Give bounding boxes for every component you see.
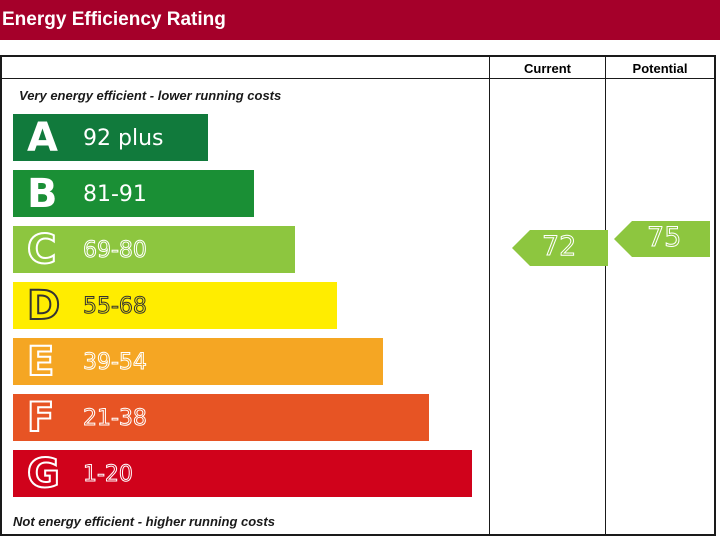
band-letter: G (26, 451, 61, 497)
band-range: 21-38 (83, 406, 148, 431)
band-range: 39-54 (83, 350, 148, 375)
band-letter: C (26, 227, 57, 273)
current-rating-value: 72 (541, 231, 577, 262)
band-f: F 21-38 (13, 394, 429, 441)
potential-column-divider (605, 57, 606, 534)
band-a: A 92 plus (13, 114, 208, 161)
band-letter: F (26, 395, 55, 441)
bottom-note: Not energy efficient - higher running co… (13, 514, 275, 529)
current-rating-arrow (512, 230, 608, 266)
current-column-divider (489, 57, 490, 534)
band-range: 55-68 (83, 294, 148, 319)
band-e: E 39-54 (13, 338, 383, 385)
band-range: 81-91 (83, 182, 147, 207)
band-d: D 55-68 (13, 282, 337, 329)
header-divider (2, 78, 714, 79)
potential-column-header: Potential (632, 61, 688, 76)
potential-rating-value: 75 (646, 222, 682, 253)
band-letter: B (27, 171, 58, 217)
potential-rating-arrow (614, 221, 710, 257)
band-letter: D (26, 283, 61, 329)
rating-table: Current Potential Very energy efficient … (0, 55, 716, 536)
band-range: 1-20 (83, 462, 134, 487)
band-c: C 69-80 (13, 226, 295, 273)
band-letter: A (27, 115, 58, 161)
page-title: Energy Efficiency Rating (2, 9, 226, 30)
title-bar: Energy Efficiency Rating (0, 0, 720, 40)
band-g: G 1-20 (13, 450, 472, 497)
band-range: 69-80 (83, 238, 148, 263)
current-column-header: Current (524, 61, 571, 76)
top-note: Very energy efficient - lower running co… (19, 88, 282, 103)
band-letter: E (26, 339, 55, 385)
band-range: 92 plus (83, 126, 164, 151)
band-b: B 81-91 (13, 170, 254, 217)
